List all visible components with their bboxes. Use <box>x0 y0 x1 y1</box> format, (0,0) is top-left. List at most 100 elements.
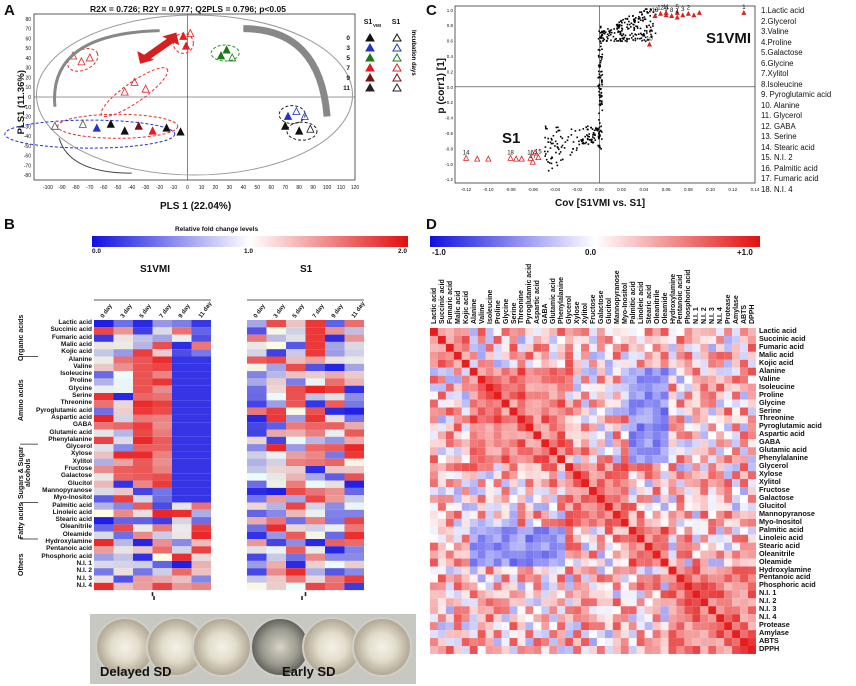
fold-cell <box>191 531 211 539</box>
variable-point <box>602 40 604 42</box>
corr-cell <box>437 455 446 464</box>
corr-cell <box>517 487 526 495</box>
corr-cell <box>517 367 526 376</box>
variable-point <box>632 15 634 17</box>
corr-cell <box>596 471 605 480</box>
corr-cell <box>573 510 582 519</box>
corr-cell <box>533 351 542 360</box>
corr-cell <box>596 328 605 336</box>
corr-cell <box>589 439 597 448</box>
fold-cell <box>152 385 172 393</box>
corr-cell <box>740 606 748 615</box>
corr-cell <box>676 375 685 384</box>
legend-marker-filled <box>365 32 375 42</box>
corr-cell <box>525 590 534 599</box>
corr-cell <box>437 550 446 559</box>
corr-cell <box>485 550 494 559</box>
variable-point <box>601 138 603 140</box>
fold-cell <box>113 436 133 445</box>
x-tick-label: -20 <box>156 185 163 191</box>
corr-cell <box>557 638 566 646</box>
corr-cell <box>644 558 653 567</box>
corr-cell <box>485 510 494 519</box>
fold-cell <box>191 517 211 525</box>
corr-cell <box>445 328 454 336</box>
fold-tick-1: 1.0 <box>244 248 254 255</box>
corr-cell <box>748 510 756 519</box>
corr-cell <box>549 638 558 646</box>
corr-cell <box>589 574 597 583</box>
corr-cell <box>557 502 566 511</box>
x-tick-label: 20 <box>213 185 219 191</box>
corr-cell <box>541 518 550 527</box>
corr-cell <box>716 479 725 487</box>
corr-cell <box>437 399 446 408</box>
corr-cell <box>493 455 502 464</box>
corr-cell <box>525 328 534 336</box>
corr-cell <box>612 502 621 511</box>
corr-cell <box>604 606 613 615</box>
fold-cell <box>325 458 345 466</box>
corr-cell <box>509 646 518 654</box>
corr-cell <box>453 630 462 639</box>
fold-cell <box>286 539 306 547</box>
corr-cell <box>485 630 494 639</box>
fold-cell <box>133 341 153 350</box>
corr-cell <box>493 439 502 448</box>
fold-cell <box>344 349 364 357</box>
corr-cell <box>636 463 645 472</box>
variable-point <box>645 8 648 10</box>
corr-cell <box>684 550 693 559</box>
corr-cell <box>700 487 709 495</box>
corr-cell <box>437 574 446 583</box>
corr-col-label: Serine <box>510 302 518 324</box>
fold-cell <box>247 458 267 466</box>
highlight-marker <box>685 10 691 16</box>
corr-cell <box>430 558 438 567</box>
corr-cell <box>461 534 470 543</box>
corr-cell <box>525 534 534 543</box>
fold-cell <box>152 524 172 532</box>
corr-cell <box>541 455 550 464</box>
variable-point <box>599 61 602 64</box>
corr-cell <box>453 335 462 344</box>
highlight-marker <box>658 10 664 16</box>
group-ellipse <box>4 119 176 149</box>
variable-point <box>592 134 594 136</box>
corr-cell <box>748 502 756 511</box>
fold-cell <box>286 451 306 459</box>
corr-cell <box>748 415 756 424</box>
corr-cell <box>612 606 621 615</box>
panel-letter-a: A <box>4 2 15 19</box>
y-tick-label: 0 <box>28 95 31 101</box>
corr-cell <box>565 343 574 352</box>
corr-cell <box>732 471 741 480</box>
corr-cell <box>644 614 653 623</box>
corr-cell <box>620 494 629 503</box>
corr-cell <box>565 550 574 559</box>
corr-cell <box>525 391 534 400</box>
corr-cell <box>644 646 653 654</box>
fold-cell <box>113 400 133 408</box>
corr-cell <box>740 375 748 384</box>
corr-cell <box>477 383 486 392</box>
corr-cell <box>740 526 748 535</box>
variable-point <box>560 159 562 161</box>
corr-cell <box>445 447 454 456</box>
variable-point <box>630 37 633 39</box>
corr-cell <box>636 630 645 639</box>
variable-point <box>578 143 581 146</box>
fold-cell <box>172 451 192 459</box>
variable-point <box>599 77 602 79</box>
variable-point <box>598 90 600 93</box>
corr-cell <box>668 550 677 559</box>
corr-cell <box>581 487 589 495</box>
corr-col-label: Amylase <box>733 295 741 324</box>
corr-cell <box>493 383 502 392</box>
corr-cell <box>453 463 462 472</box>
corr-row-label: N.I. 2 <box>758 596 777 606</box>
corr-cell <box>748 335 756 344</box>
fold-cell <box>94 473 114 481</box>
corr-cell <box>716 542 725 551</box>
corr-cell <box>485 391 494 400</box>
